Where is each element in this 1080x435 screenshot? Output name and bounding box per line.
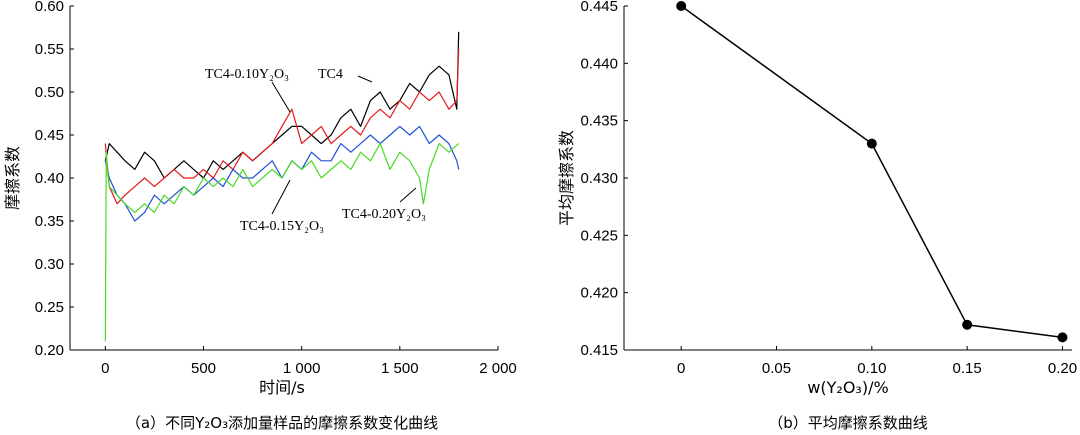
series-annotation: TC4-0.10Y₂O₃ [205,67,289,82]
chart-panel-a: 0.20 0.25 0.30 0.35 0.40 0.45 0.50 0.55 0.60 0 500… [3,0,517,432]
series-line-1 [104,48,460,205]
chart-b-y-tick-label: 0.415 [580,342,618,359]
chart-a-caption: （a）不同Y₂O₃添加量样品的摩擦系数变化曲线 [126,414,438,432]
chart-a-annotations: TC4-0.10Y₂O₃ TC4 TC4-0.15Y₂O₃ TC4-0.20Y₂O₃ [205,67,426,234]
chart-a-y-tick-label: 0.45 [35,127,64,144]
chart-a-series-group [104,31,460,342]
chart-b-caption: （b）平均摩擦系数曲线 [768,414,928,432]
chart-a-y-tick-label: 0.25 [35,299,64,316]
chart-b-y-tick-label: 0.445 [580,0,618,15]
chart-b-x-tick-label: 0.10 [857,360,886,377]
chart-b-ylabel: 平均摩擦系数 [557,130,576,226]
chart-a-y-tick-label: 0.55 [35,41,64,58]
data-point [962,319,973,330]
series-annotation: TC4 [318,67,343,82]
chart-a-axes: 0.20 0.25 0.30 0.35 0.40 0.45 0.50 0.55 0.60 0 500… [35,0,517,377]
chart-a-y-tick-label: 0.20 [35,342,64,359]
chart-a-x-tick-label: 2 000 [479,360,517,377]
chart-b-x-tick-label: 0.15 [953,360,982,377]
annotation-leader [271,179,291,215]
series-annotation: TC4-0.15Y₂O₃ [240,219,324,234]
chart-b-x-tick-label: 0.20 [1048,360,1077,377]
chart-a-xlabel: 时间/s [259,378,305,397]
data-point [1057,332,1068,343]
chart-b-x-tick-label: 0.05 [762,360,791,377]
chart-b-y-tick-label: 0.420 [580,285,618,302]
chart-a-y-tick-label: 0.35 [35,213,64,230]
chart-panel-b: 0.415 0.420 0.425 0.430 0.435 0.440 0.445 0 0.05… [557,0,1077,432]
chart-a-ylabel: 摩擦系数 [3,146,22,210]
chart-a-x-tick-label: 0 [101,360,109,377]
annotation-leader [399,187,417,203]
chart-a-y-tick-label: 0.30 [35,256,64,273]
series-annotation: TC4-0.20Y₂O₃ [342,207,426,222]
chart-b-y-tick-label: 0.440 [580,55,618,72]
chart-b-y-tick-label: 0.430 [580,170,618,187]
chart-b-y-tick-label: 0.435 [580,113,618,130]
chart-b-axes: 0.415 0.420 0.425 0.430 0.435 0.440 0.445 0 0.05… [580,0,1077,377]
chart-a-x-tick-label: 500 [191,360,216,377]
chart-b-x-tick-label: 0 [677,360,685,377]
data-point [866,138,877,149]
series-line-3 [104,143,460,342]
series-line-0 [104,31,460,179]
chart-a-y-tick-label: 0.40 [35,170,64,187]
chart-a-y-tick-label: 0.60 [35,0,64,15]
data-point [676,1,687,11]
chart-b-xlabel: w(Y₂O₃)/% [807,378,888,397]
annotation-leader [271,81,291,113]
chart-b-series-group [676,1,1068,343]
chart-a-x-tick-label: 1 000 [283,360,321,377]
chart-b-y-tick-label: 0.425 [580,227,618,244]
series-line-0 [680,5,1063,339]
chart-a-x-tick-label: 1 500 [381,360,419,377]
annotation-leader [357,75,373,83]
chart-a-y-tick-label: 0.50 [35,84,64,101]
